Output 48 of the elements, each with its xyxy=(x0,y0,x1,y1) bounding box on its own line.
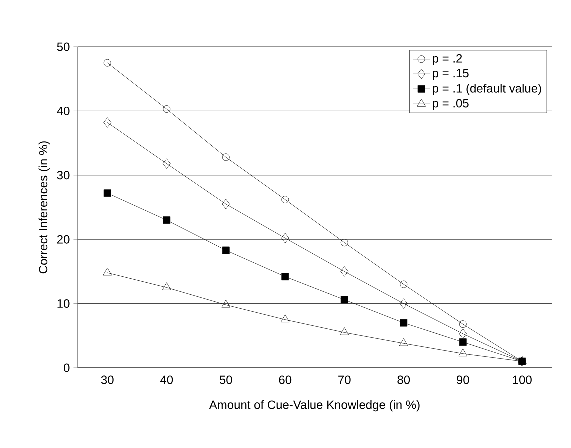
point xyxy=(104,59,112,67)
point xyxy=(340,266,348,277)
x-tick-label: 100 xyxy=(513,376,532,384)
point xyxy=(162,282,172,290)
legend-label: p = .05 xyxy=(433,99,469,110)
y-tick-label: 10 xyxy=(58,300,70,308)
x-tick-label: 30 xyxy=(101,376,114,384)
point xyxy=(104,118,112,128)
legend-label: p = .2 xyxy=(433,54,462,66)
x-tick-label: 50 xyxy=(220,376,232,384)
x-axis-title: Amount of Cue-Value Knowledge (in %) xyxy=(209,400,420,412)
x-tick-label: 70 xyxy=(338,376,351,384)
y-tick-label: 50 xyxy=(57,42,70,52)
point xyxy=(459,338,467,346)
y-axis-title: Correct Inferences (in %) xyxy=(38,142,50,274)
x-tick-label: 90 xyxy=(457,376,470,384)
point xyxy=(163,216,171,224)
point xyxy=(282,196,290,204)
point xyxy=(400,319,408,327)
point xyxy=(399,338,408,346)
point xyxy=(400,298,408,309)
point xyxy=(340,328,350,336)
point xyxy=(340,296,348,304)
point xyxy=(459,320,467,328)
point xyxy=(222,246,230,254)
point xyxy=(163,106,171,113)
y-tick-label: 0 xyxy=(64,364,70,372)
point xyxy=(459,328,467,340)
point xyxy=(400,280,408,288)
legend-label: p = .1 (default value) xyxy=(433,84,542,96)
point xyxy=(282,273,290,281)
point xyxy=(104,190,112,198)
point xyxy=(280,314,290,323)
point xyxy=(103,268,112,276)
x-tick-label: 80 xyxy=(398,376,410,384)
point xyxy=(282,233,290,244)
point xyxy=(222,154,230,162)
point xyxy=(340,239,348,247)
point xyxy=(458,348,468,357)
x-tick-label: 40 xyxy=(160,376,174,384)
y-tick-label: 20 xyxy=(57,235,70,244)
x-tick-label: 60 xyxy=(279,376,292,384)
point xyxy=(163,158,171,169)
y-tick-label: 40 xyxy=(57,106,70,116)
point xyxy=(222,199,230,210)
y-tick-label: 30 xyxy=(57,171,70,180)
legend-label: p = .15 xyxy=(433,69,469,80)
point xyxy=(222,300,231,308)
